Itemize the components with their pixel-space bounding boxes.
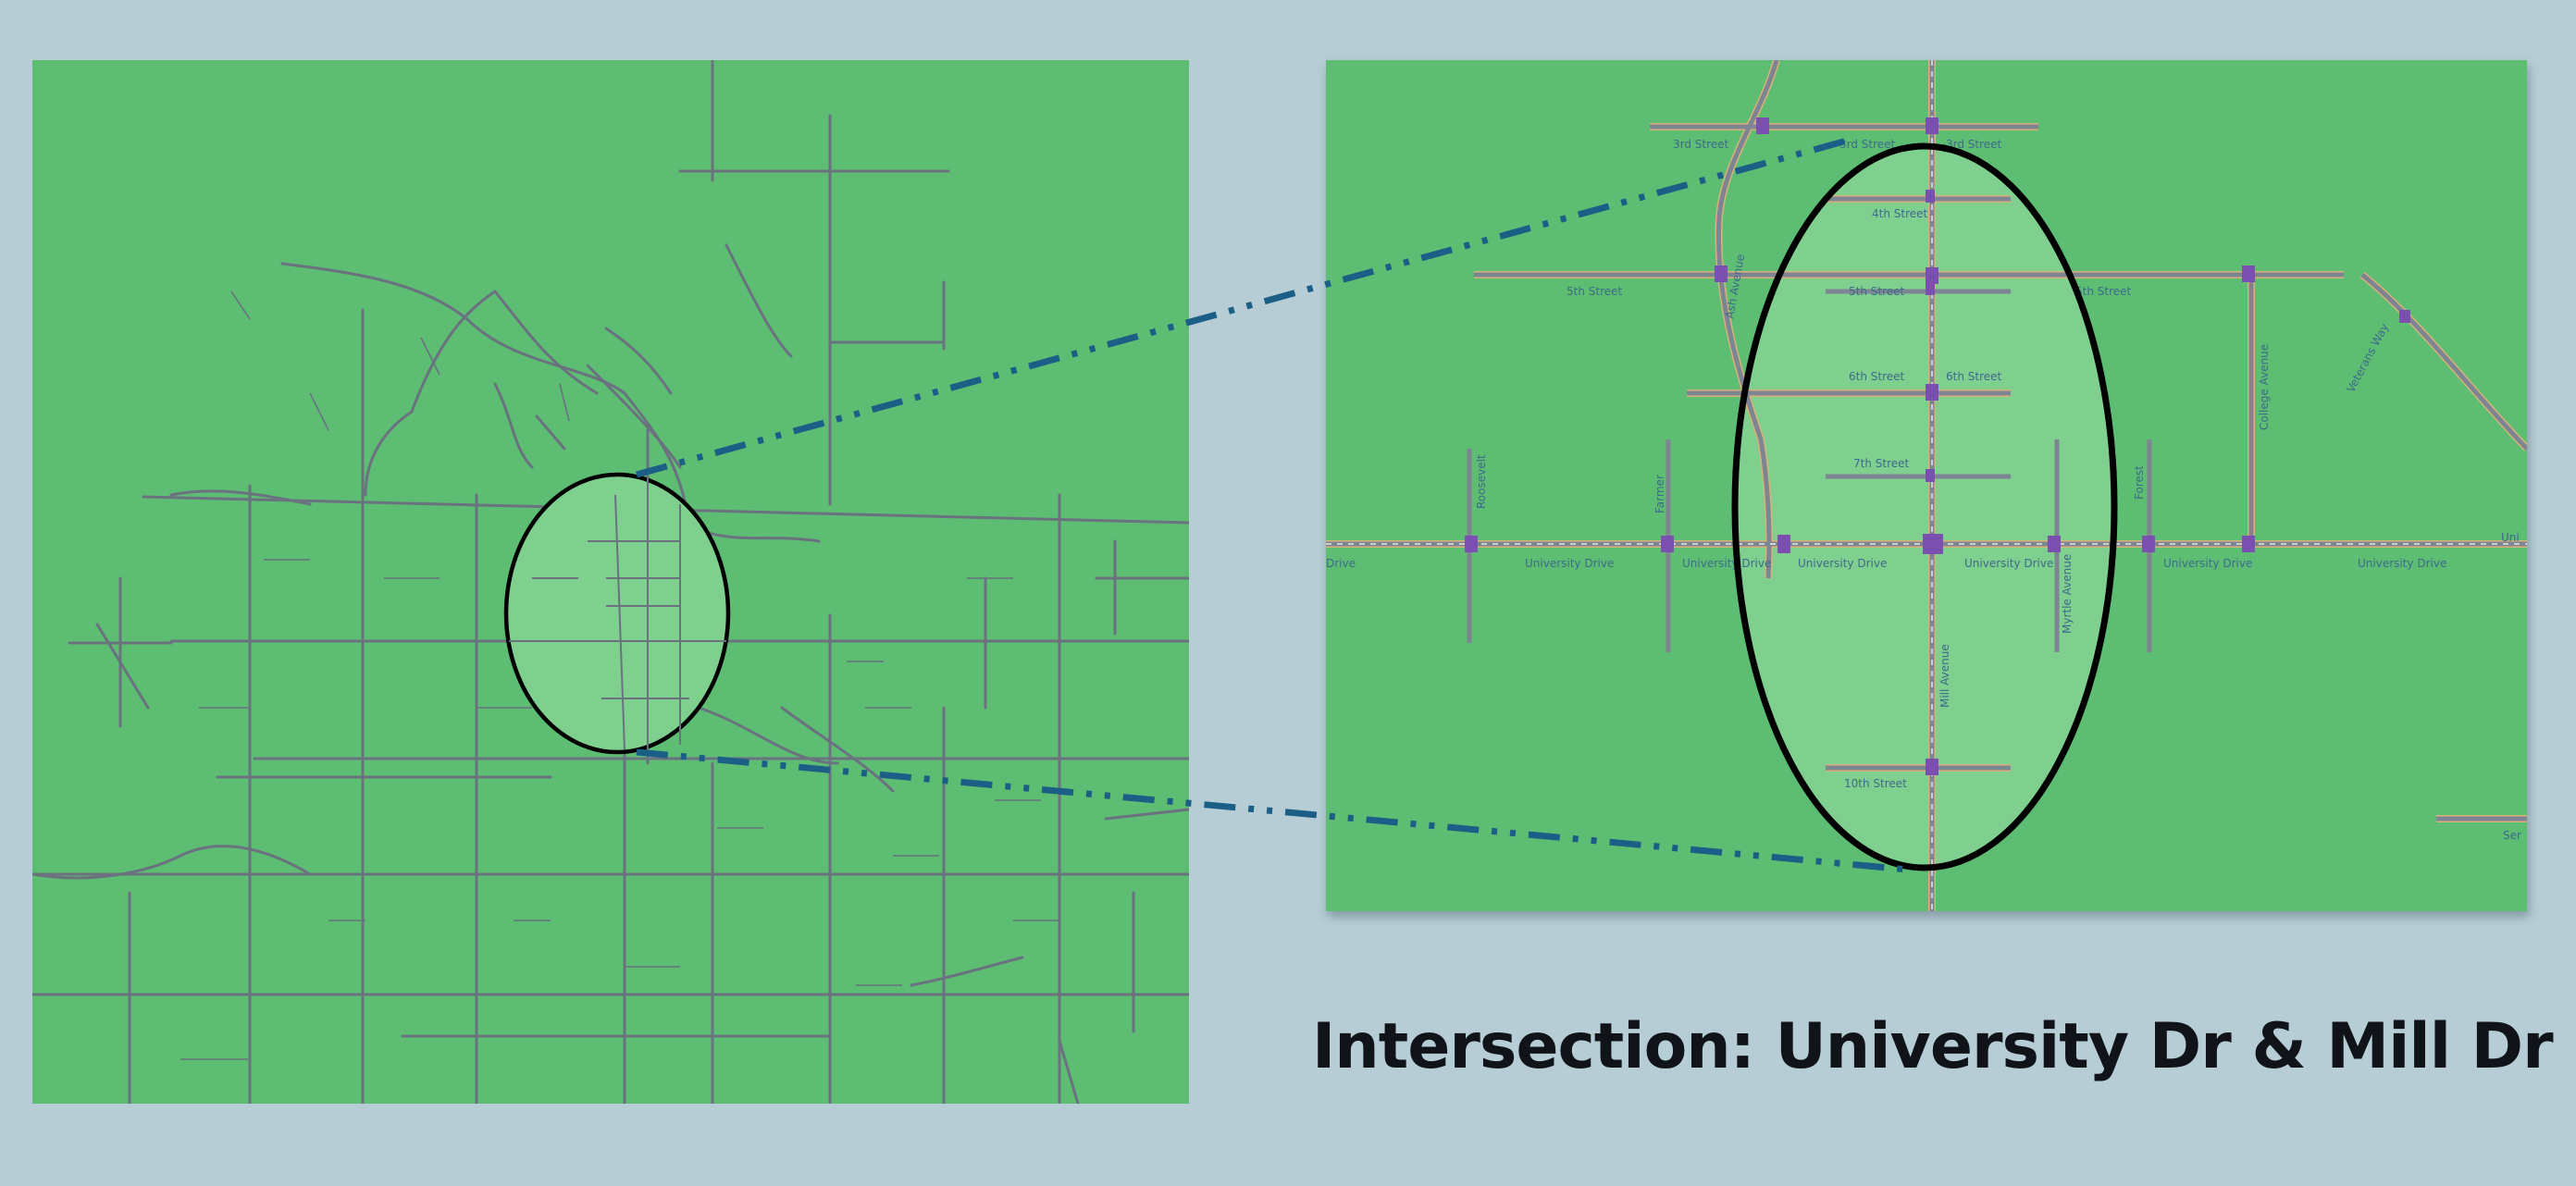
street-label-mill: Mill Avenue [1938,644,1951,708]
overview-highlight-ellipse [503,472,731,755]
street-label-6th-right: 6th Street [1946,370,2002,383]
page-title: Intersection: University Dr & Mill Dr [1312,1010,2554,1083]
overview-map[interactable] [32,60,1189,1104]
street-label-4th: 4th Street [1872,207,1928,220]
street-label-7th: 7th Street [1853,457,1910,470]
detail-road-network: 3rd Street 3rd Street 3rd Street 4th Str… [1326,60,2527,911]
street-label-roosevelt: Roosevelt [1475,454,1488,509]
street-label-farmer: Farmer [1653,475,1666,513]
street-label-university-4: University Drive [1964,557,2053,570]
street-label-university-5: University Drive [2163,557,2252,570]
street-label-3rd-left: 3rd Street [1673,138,1729,151]
street-label-drive-edge: Drive [1326,557,1356,570]
street-label-university-1: University Drive [1525,557,1614,570]
street-label-3rd-mid: 3rd Street [1839,138,1896,151]
detail-highlight-ellipse-outline [1731,142,2118,871]
street-label-forest: Forest [2133,465,2146,500]
street-label-3rd-right: 3rd Street [1946,138,2002,151]
street-label-5th-right: 5th Street [2075,285,2132,298]
street-label-college: College Avenue [2258,344,2271,430]
overview-road-network [32,60,1189,1104]
detail-map[interactable]: 3rd Street 3rd Street 3rd Street 4th Str… [1326,60,2527,911]
street-label-myrtle: Myrtle Avenue [2061,554,2074,634]
street-label-university-3: University Drive [1798,557,1887,570]
street-label-10th: 10th Street [1844,777,1907,790]
street-label-uni-edge: Uni [2501,531,2520,544]
street-label-6th-left: 6th Street [1849,370,1905,383]
street-label-university-2: University Drive [1682,557,1771,570]
street-label-5th-mid: 5th Street [1849,285,1905,298]
street-label-ash: Ash Avenue [1723,253,1747,320]
street-label-rural-edge: Ser [2503,829,2521,842]
street-label-university-6: University Drive [2358,557,2446,570]
street-label-5th-left: 5th Street [1567,285,1623,298]
street-label-veterans: Veterans Way [2344,321,2391,394]
